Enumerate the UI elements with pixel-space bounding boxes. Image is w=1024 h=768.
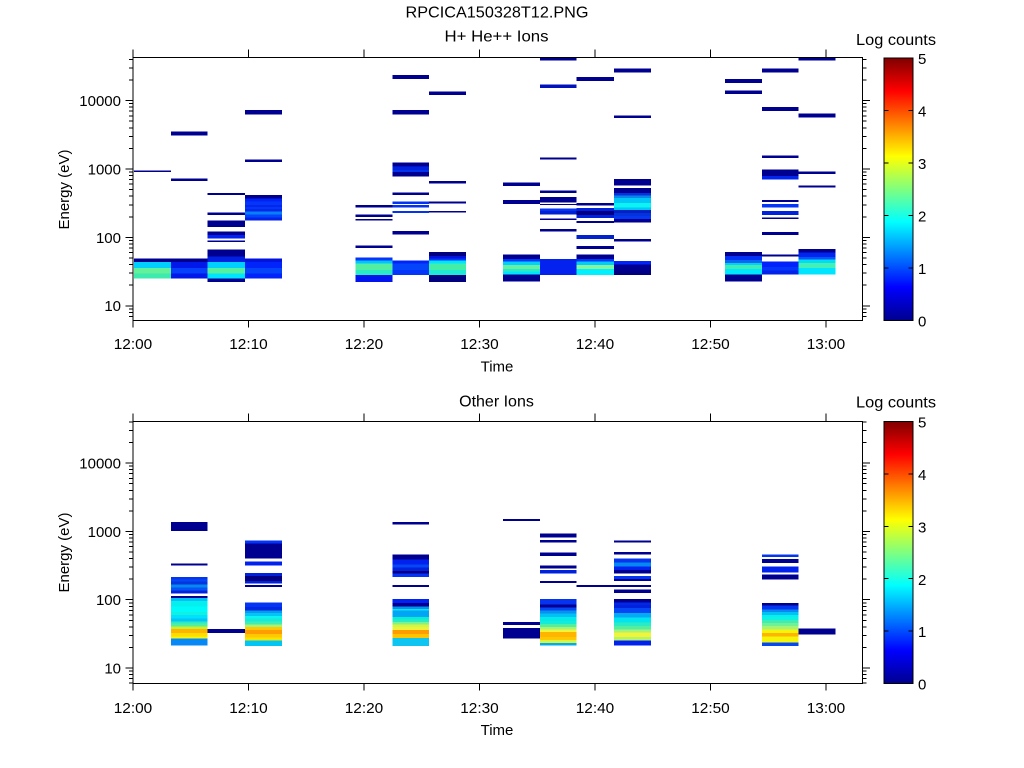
svg-text:12:30: 12:30: [460, 336, 499, 353]
svg-text:2: 2: [918, 209, 926, 226]
svg-text:Other Ions: Other Ions: [459, 394, 534, 411]
svg-text:12:40: 12:40: [576, 700, 615, 717]
svg-text:0: 0: [918, 677, 926, 694]
svg-text:10: 10: [104, 298, 121, 315]
svg-text:12:10: 12:10: [229, 700, 268, 717]
svg-text:5: 5: [918, 51, 926, 68]
svg-text:12:50: 12:50: [691, 336, 730, 353]
svg-text:2: 2: [918, 572, 926, 589]
svg-text:1: 1: [918, 624, 926, 641]
svg-text:10: 10: [104, 660, 121, 677]
svg-text:3: 3: [918, 156, 926, 173]
svg-text:12:00: 12:00: [114, 336, 153, 353]
svg-text:H+ He++ Ions: H+ He++ Ions: [445, 29, 549, 46]
svg-text:12:00: 12:00: [114, 700, 153, 717]
svg-text:12:50: 12:50: [691, 700, 730, 717]
svg-text:3: 3: [918, 520, 926, 537]
svg-text:12:20: 12:20: [345, 336, 384, 353]
svg-text:10000: 10000: [79, 93, 121, 110]
svg-text:Energy (eV): Energy (eV): [56, 149, 73, 229]
svg-text:Time: Time: [481, 359, 514, 376]
svg-text:10000: 10000: [79, 456, 121, 473]
svg-text:12:40: 12:40: [576, 336, 615, 353]
svg-text:4: 4: [918, 104, 926, 121]
svg-text:5: 5: [918, 415, 926, 432]
svg-text:100: 100: [96, 592, 121, 609]
svg-text:0: 0: [918, 314, 926, 331]
svg-text:12:10: 12:10: [229, 336, 268, 353]
svg-text:100: 100: [96, 230, 121, 247]
svg-text:1000: 1000: [88, 524, 121, 541]
svg-text:13:00: 13:00: [807, 336, 846, 353]
svg-text:12:20: 12:20: [345, 700, 384, 717]
svg-text:Log counts: Log counts: [856, 32, 936, 49]
svg-text:1: 1: [918, 261, 926, 278]
svg-text:Energy (eV): Energy (eV): [56, 512, 73, 592]
svg-text:13:00: 13:00: [807, 700, 846, 717]
svg-text:12:30: 12:30: [460, 700, 499, 717]
svg-text:RPCICA150328T12.PNG: RPCICA150328T12.PNG: [406, 5, 589, 22]
svg-text:Time: Time: [481, 722, 514, 739]
svg-text:4: 4: [918, 467, 926, 484]
svg-text:Log counts: Log counts: [856, 394, 936, 411]
svg-text:1000: 1000: [88, 161, 121, 178]
